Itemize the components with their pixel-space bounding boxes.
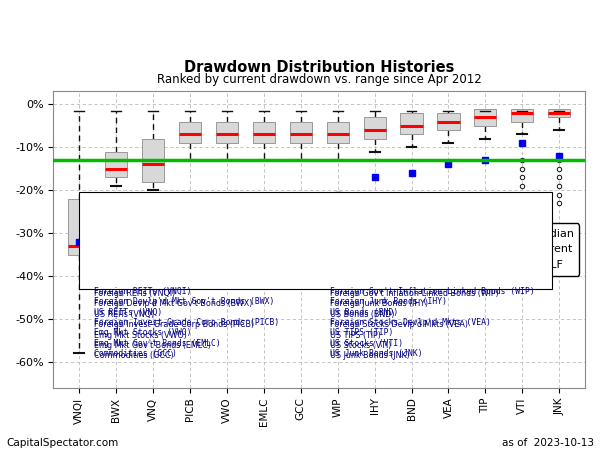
Bar [326, 122, 349, 143]
Bar [68, 199, 91, 255]
Bar [290, 122, 312, 143]
Bar [105, 152, 127, 177]
Text: Foreign Gov't Inflation-Linked Bonds (WIP)
Foreign Junk Bonds (IHY)
US Bonds (BN: Foreign Gov't Inflation-Linked Bonds (WI… [331, 287, 535, 358]
Bar [364, 117, 386, 139]
Text: as of  2023-10-13: as of 2023-10-13 [502, 438, 594, 448]
Text: Foreign REITs (VNQI)
Foreign Devlp'd Mkt Gov't Bonds (BWX)
US REITs (VNQ)
Foreig: Foreign REITs (VNQI) Foreign Devlp'd Mkt… [94, 289, 254, 360]
Bar [142, 139, 164, 182]
Bar [511, 108, 533, 122]
Text: Ranked by current drawdown vs. range since Apr 2012: Ranked by current drawdown vs. range sin… [157, 72, 482, 86]
Legend: median, current, GMLF: median, current, GMLF [495, 223, 580, 275]
Bar [437, 113, 460, 130]
Title: Drawdown Distribution Histories: Drawdown Distribution Histories [184, 60, 454, 75]
Bar [79, 192, 552, 289]
Bar [400, 113, 422, 135]
Bar [474, 108, 496, 126]
Text: Foreign Gov't Inflation-Linked Bonds (WIP)
Foreign Junk Bonds (IHY)
US Bonds (BN: Foreign Gov't Inflation-Linked Bonds (WI… [331, 289, 499, 360]
Bar [216, 122, 238, 143]
Bar [548, 108, 570, 117]
Bar [179, 122, 201, 143]
Bar [253, 122, 275, 143]
Text: Foreign REITs (VNQI)
Foreign Devlp'd Mkt Gov't Bonds (BWX)
US REITs (VNQ)
Foreig: Foreign REITs (VNQI) Foreign Devlp'd Mkt… [94, 287, 280, 358]
Text: CapitalSpectator.com: CapitalSpectator.com [6, 438, 118, 448]
